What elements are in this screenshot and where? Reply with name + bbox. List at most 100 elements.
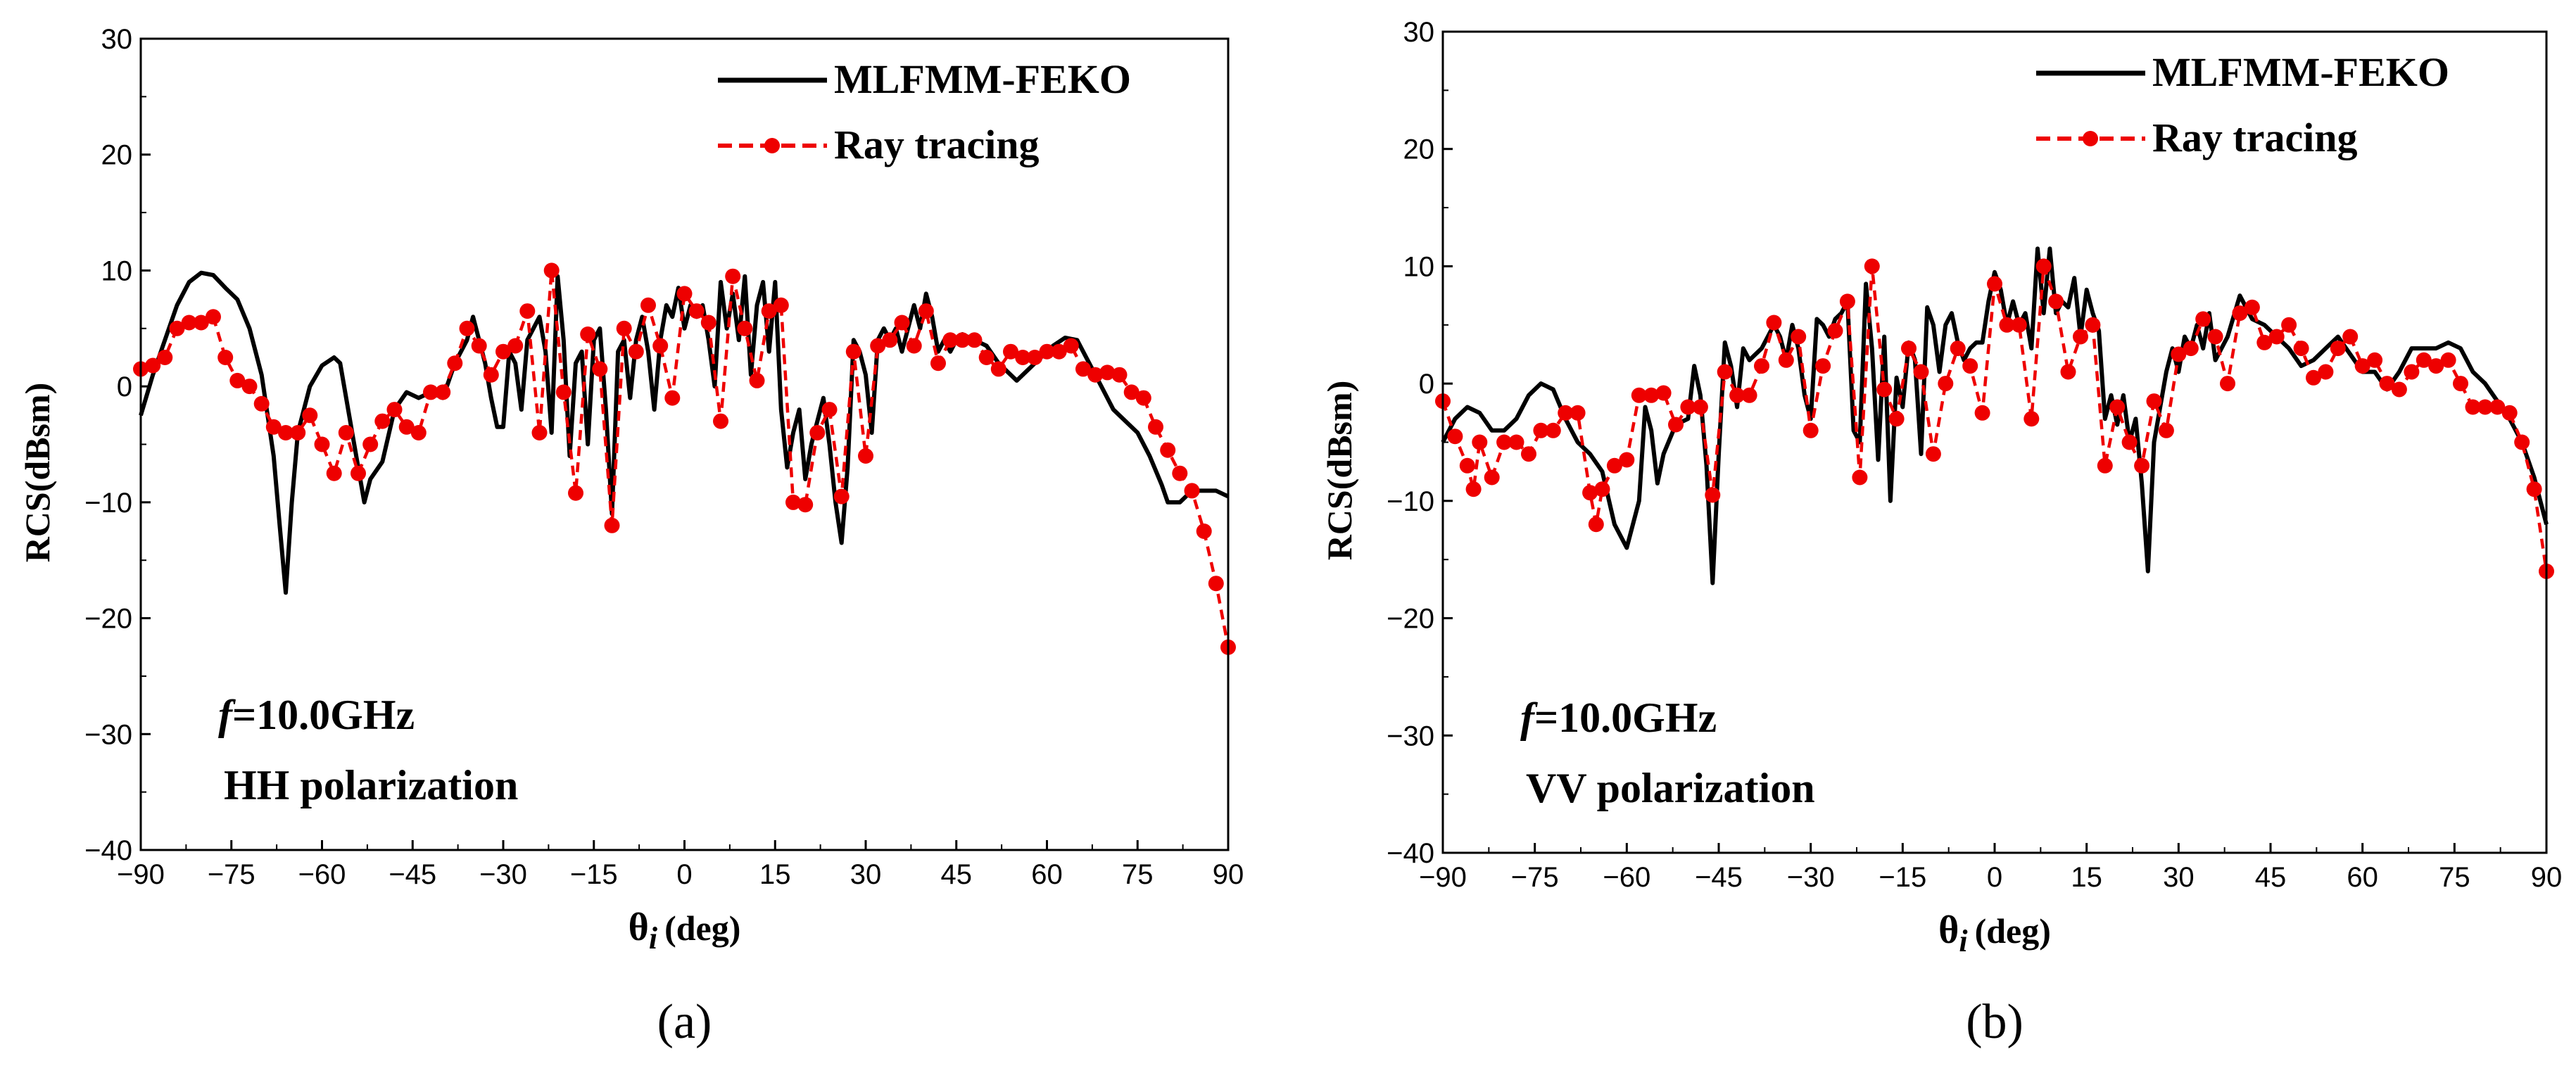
ray-tracing-point xyxy=(2354,358,2370,374)
ray-tracing-point xyxy=(1962,358,1978,374)
ray-tracing-point xyxy=(2367,352,2383,368)
ray-tracing-point xyxy=(410,425,427,440)
ray-tracing-point xyxy=(459,320,475,336)
ray-tracing-point xyxy=(628,343,644,360)
x-tick-label: 0 xyxy=(676,859,692,890)
ray-tracing-point xyxy=(1594,481,1610,497)
ray-tracing-point xyxy=(592,361,608,377)
ray-tracing-point xyxy=(2232,305,2248,322)
ray-tracing-point xyxy=(1852,469,1868,486)
x-tick-label: −90 xyxy=(117,859,165,890)
x-tick-label: −75 xyxy=(1511,862,1559,893)
x-tick-label: 15 xyxy=(2071,862,2102,893)
legend-b: MLFMM-FEKO Ray tracing xyxy=(2036,49,2449,160)
legend-ray-label-b: Ray tracing xyxy=(2152,115,2358,160)
ray-tracing-point xyxy=(1063,338,1079,354)
x-axis-symbol-a: θ xyxy=(629,906,649,949)
ray-tracing-point xyxy=(326,465,342,481)
ray-tracing-point xyxy=(2073,329,2088,345)
x-tick-label: −15 xyxy=(570,859,618,890)
y-tick-label: 30 xyxy=(101,24,133,55)
ray-tracing-point xyxy=(1111,367,1128,383)
ray-tracing-point xyxy=(2183,341,2199,357)
axis-ticks-b: −90 −75 −60 −45 −30 −15 0 15 30 45 60 75 90 30 20 10 0 −1… xyxy=(1387,17,2562,893)
x-tick-label: 60 xyxy=(2347,862,2378,893)
panel-label-b: (b) xyxy=(1966,995,2023,1049)
ray-tracing-point xyxy=(2195,311,2211,327)
ray-tracing-point xyxy=(1839,293,1855,310)
ray-tracing-point xyxy=(314,436,330,452)
ray-tracing-point xyxy=(2306,369,2321,386)
legend-ray-label-a: Ray tracing xyxy=(834,122,1040,167)
ray-tracing-point xyxy=(555,384,572,400)
ray-tracing-point xyxy=(1465,481,1482,497)
ray-tracing-point xyxy=(278,425,293,440)
ray-tracing-point xyxy=(1987,276,2002,292)
ray-tracing-point xyxy=(1778,352,1794,368)
ray-tracing-point xyxy=(2158,422,2174,438)
ray-tracing-point xyxy=(2268,329,2285,345)
x-tick-label: 30 xyxy=(2163,862,2195,893)
x-tick-label: 90 xyxy=(1213,859,1244,890)
ray-tracing-point xyxy=(1027,350,1043,365)
ray-tracing-point xyxy=(1802,422,1819,438)
frequency-annotation-a: f=10.0GHz xyxy=(218,692,415,738)
ray-tracing-point xyxy=(2318,364,2334,380)
ray-tracing-point xyxy=(169,320,185,336)
ray-tracing-point xyxy=(2109,399,2126,415)
ray-tracing-point xyxy=(2134,457,2150,474)
ray-tracing-point xyxy=(374,413,391,429)
ray-tracing-point xyxy=(1039,343,1055,360)
ray-tracing-point xyxy=(302,407,318,424)
ray-tracing-point xyxy=(507,338,524,354)
ray-tracing-point xyxy=(725,268,741,284)
ray-tracing-point xyxy=(2097,457,2113,474)
ray-tracing-point xyxy=(423,384,438,400)
ray-tracing-point xyxy=(1876,381,1893,398)
x-tick-label: −45 xyxy=(389,859,436,890)
ray-tracing-point xyxy=(2207,329,2223,345)
x-tick-label: 75 xyxy=(1122,859,1154,890)
ray-tracing-point xyxy=(1558,405,1574,421)
chart-panel-a: −90 −75 −60 −45 −30 −15 0 15 30 45 60 75 90 30 20 10 0 −1… xyxy=(18,24,1244,1049)
ray-tracing-point xyxy=(978,350,995,365)
x-tick-label: −60 xyxy=(298,859,346,890)
ray-tracing-point xyxy=(688,303,705,319)
ray-tracing-point xyxy=(2465,399,2481,415)
ray-tracing-point xyxy=(616,320,632,336)
ray-tracing-point xyxy=(1582,485,1598,501)
ray-tracing-point xyxy=(2453,376,2468,392)
ray-tracing-point xyxy=(652,338,669,354)
ray-tracing-point xyxy=(2011,317,2027,333)
ray-tracing-point xyxy=(1827,323,1843,339)
ray-tracing-point xyxy=(1459,457,1475,474)
ray-tracing-point xyxy=(906,338,922,354)
ray-tracing-point xyxy=(1075,361,1091,377)
ray-tracing-point xyxy=(2342,329,2359,345)
y-tick-label: −30 xyxy=(1387,721,1434,751)
ray-tracing-point xyxy=(1160,442,1176,458)
ray-tracing-point xyxy=(2501,405,2518,421)
legend-feko-label-a: MLFMM-FEKO xyxy=(834,56,1131,102)
y-tick-label: −30 xyxy=(84,719,132,750)
ray-tracing-point xyxy=(1472,434,1488,450)
ray-tracing-point xyxy=(942,332,959,348)
plot-lines-a xyxy=(133,262,1236,655)
ray-tracing-point xyxy=(519,303,536,319)
ray-tracing-point xyxy=(2244,299,2260,315)
ray-tracing-point xyxy=(386,402,403,418)
ray-tracing-point xyxy=(749,372,765,388)
legend-ray-marker-b xyxy=(2083,131,2098,146)
x-tick-label: −60 xyxy=(1603,862,1650,893)
ray-tracing-point xyxy=(580,326,596,342)
ray-tracing-point xyxy=(253,395,270,412)
ray-tracing-point xyxy=(241,379,258,395)
y-tick-label: −40 xyxy=(1387,838,1434,869)
x-tick-label: −45 xyxy=(1695,862,1743,893)
ray-tracing-point xyxy=(1196,524,1212,539)
ray-tracing-point xyxy=(2281,317,2297,333)
x-tick-label: 45 xyxy=(941,859,973,890)
ray-tracing-point xyxy=(845,343,861,360)
ray-tracing-point xyxy=(2146,393,2162,410)
y-tick-label: −40 xyxy=(84,835,132,866)
